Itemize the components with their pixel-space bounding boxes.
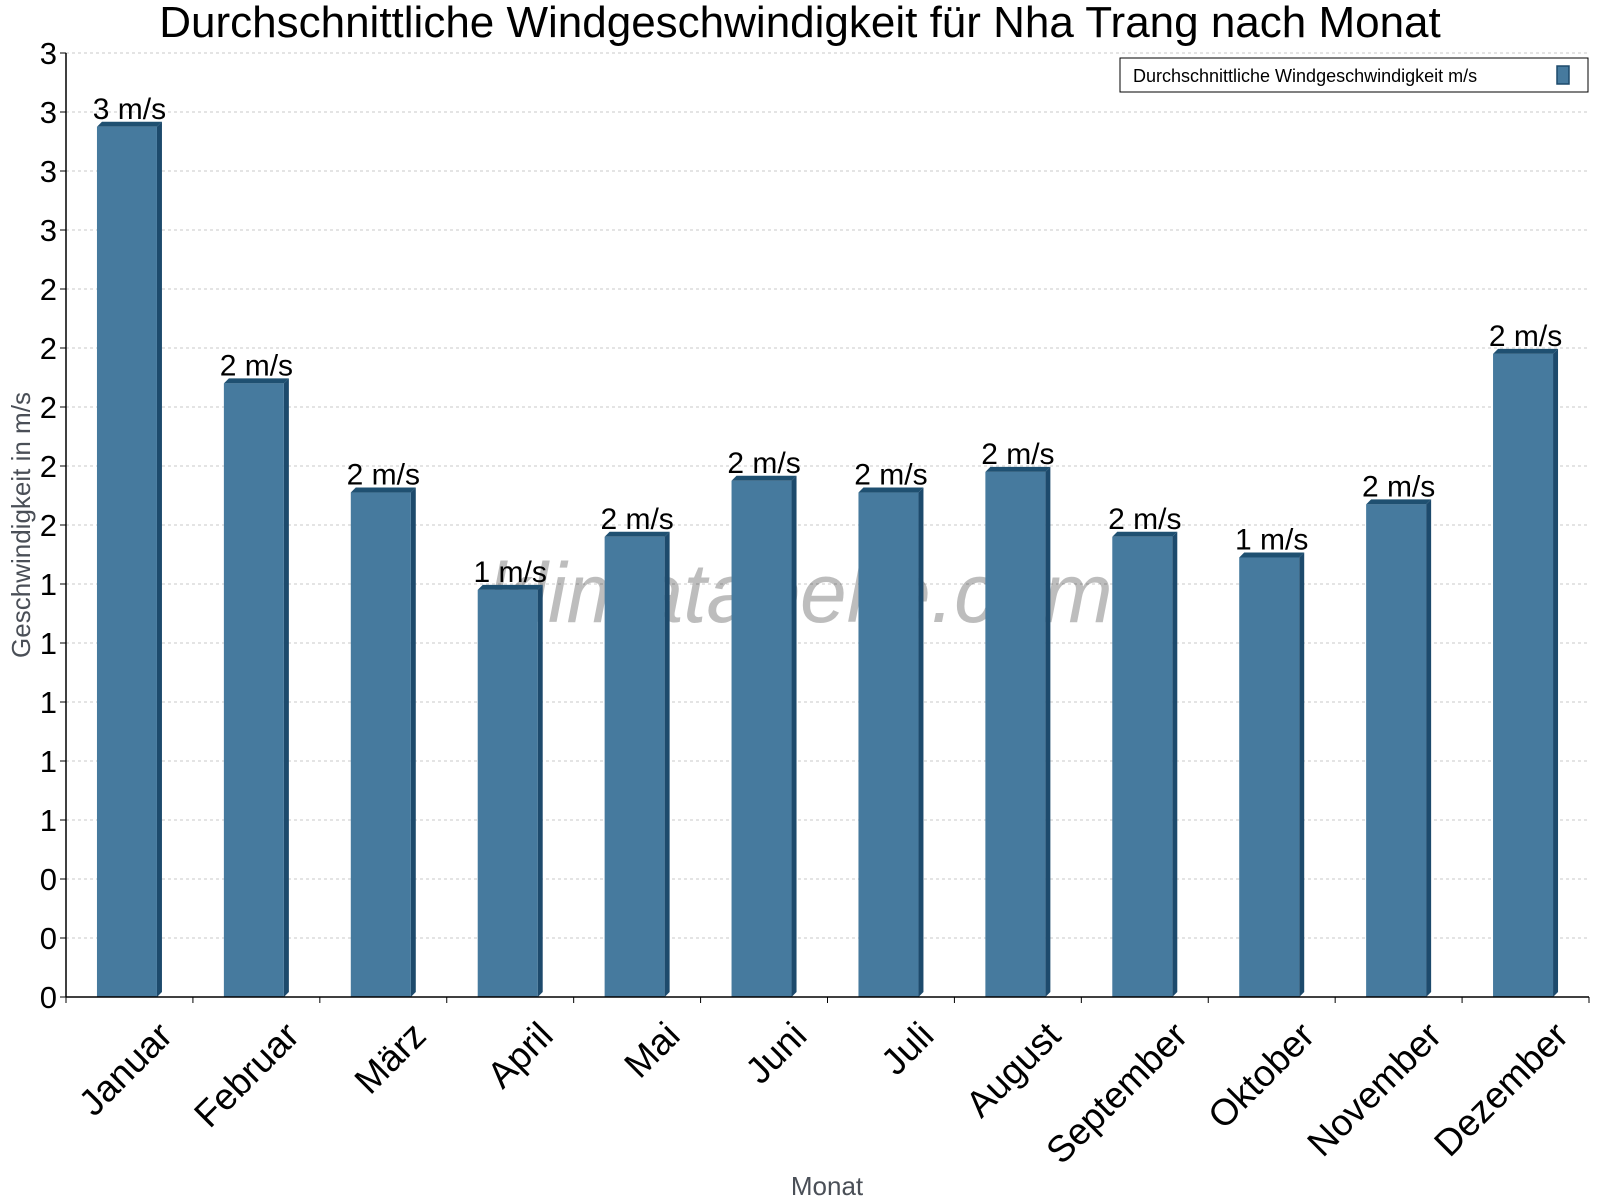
x-tick-label: Februar xyxy=(186,1015,307,1136)
bar xyxy=(858,487,924,997)
bar-value-label: 2 m/s xyxy=(1489,320,1562,353)
bar-value-label: 2 m/s xyxy=(347,459,420,492)
bar-value-label: 2 m/s xyxy=(854,459,927,492)
x-tick-label: Juli xyxy=(873,1015,941,1083)
bar-side xyxy=(156,121,162,997)
y-tick-label: 2 xyxy=(40,331,57,366)
bar xyxy=(223,378,289,997)
bar-side xyxy=(918,487,924,997)
y-tick-label: 0 xyxy=(40,862,57,897)
x-tick-label: März xyxy=(347,1015,434,1102)
bar-front xyxy=(1112,536,1173,997)
bar-top xyxy=(604,531,670,537)
bar-front xyxy=(223,383,284,997)
bar-front xyxy=(96,126,157,997)
y-tick-label: 1 xyxy=(40,803,57,838)
bar-front xyxy=(604,536,665,997)
bar xyxy=(985,466,1051,997)
bar-value-label: 1 m/s xyxy=(1235,523,1308,556)
y-tick-label: 1 xyxy=(40,744,57,779)
bar xyxy=(1366,499,1432,997)
bar xyxy=(477,584,543,997)
legend-label: Durchschnittliche Windgeschwindigkeit m/… xyxy=(1133,66,1477,86)
legend-box xyxy=(1119,57,1589,93)
bar-value-label: 1 m/s xyxy=(474,556,547,589)
bar-side xyxy=(1299,552,1305,997)
y-tick-label: 2 xyxy=(40,508,57,543)
bar xyxy=(1112,531,1178,997)
bar-top xyxy=(96,121,162,127)
bar-value-label: 2 m/s xyxy=(1108,503,1181,536)
y-tick-label: 1 xyxy=(40,567,57,602)
bar-top xyxy=(1366,499,1432,505)
bar-front xyxy=(350,492,411,997)
bar-value-label: 2 m/s xyxy=(600,503,673,536)
bar-side xyxy=(791,475,797,997)
x-tick-label: Oktober xyxy=(1200,1015,1322,1137)
bar xyxy=(350,487,416,997)
y-tick-label: 3 xyxy=(40,154,57,189)
bar-top xyxy=(1112,531,1178,537)
x-tick-label: November xyxy=(1299,1015,1449,1165)
bar xyxy=(1239,552,1305,997)
bar-front xyxy=(1366,504,1427,997)
bar-labels: 3 m/s 2 m/s 2 m/s 1 m/s 2 m/s 2 m/s 2 m/s 2 m/s… xyxy=(93,93,1562,589)
bar-front xyxy=(731,480,792,997)
chart-title: Durchschnittliche Windgeschwindigkeit fü… xyxy=(159,0,1441,47)
y-tick-label: 3 xyxy=(40,95,57,130)
x-tick-label: Dezember xyxy=(1426,1015,1576,1165)
y-axis-title: Geschwindigkeit in m/s xyxy=(6,392,36,658)
x-tick-label: Mai xyxy=(616,1015,687,1086)
bar-front xyxy=(858,492,919,997)
x-tick-label: April xyxy=(479,1015,560,1096)
bar-top xyxy=(477,584,543,590)
bar-side xyxy=(283,378,289,997)
bar-side xyxy=(1172,531,1178,997)
bar-front xyxy=(1493,353,1554,997)
bar xyxy=(731,475,797,997)
bar-front xyxy=(1239,557,1300,997)
bar-value-label: 2 m/s xyxy=(220,349,293,382)
legend: Durchschnittliche Windgeschwindigkeit m/… xyxy=(1119,57,1589,93)
bar-top xyxy=(731,475,797,481)
y-tick-label: 3 xyxy=(40,36,57,71)
bar-top xyxy=(1239,552,1305,558)
bar xyxy=(96,121,162,997)
x-tick-label: August xyxy=(958,1014,1069,1125)
bar-top xyxy=(350,487,416,493)
y-tick-label: 1 xyxy=(40,685,57,720)
bar-value-label: 2 m/s xyxy=(1362,470,1435,503)
bar-top xyxy=(1493,348,1559,354)
legend-swatch xyxy=(1556,65,1570,85)
y-tick-label: 2 xyxy=(40,272,57,307)
gridlines xyxy=(66,52,1589,939)
bar xyxy=(604,531,670,997)
bar-value-label: 2 m/s xyxy=(981,438,1054,471)
bar-side xyxy=(1426,499,1432,997)
bars xyxy=(96,121,1559,997)
bar-value-label: 3 m/s xyxy=(93,93,166,126)
bar-front xyxy=(985,471,1046,997)
y-tick-label: 1 xyxy=(40,626,57,661)
bar-side xyxy=(537,584,543,997)
y-tick-label: 2 xyxy=(40,449,57,484)
bar-side xyxy=(664,531,670,997)
bar-side xyxy=(1553,348,1559,997)
bar-side xyxy=(1045,466,1051,997)
bar-top xyxy=(858,487,924,493)
bar-side xyxy=(410,487,416,997)
bar xyxy=(1493,348,1559,997)
y-tick-label: 3 xyxy=(40,213,57,248)
y-tick-label: 0 xyxy=(40,921,57,956)
bar-top xyxy=(985,466,1051,472)
bar-value-label: 2 m/s xyxy=(727,447,800,480)
y-tick-label: 0 xyxy=(40,980,57,1015)
bar-front xyxy=(477,589,538,997)
x-tick-label: Januar xyxy=(71,1015,180,1124)
y-tick-label: 2 xyxy=(40,390,57,425)
x-tick-label: Juni xyxy=(738,1015,815,1092)
x-axis-title: Monat xyxy=(791,1171,864,1200)
bar-top xyxy=(223,378,289,384)
